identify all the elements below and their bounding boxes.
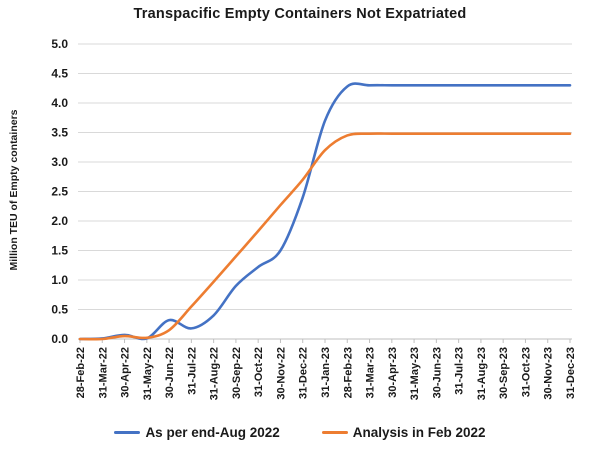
y-tick-label: 2.5 <box>51 185 68 199</box>
x-tick-label: 31-Dec-22 <box>298 347 310 399</box>
legend-swatch-blue-line <box>114 431 141 434</box>
legend: As per end-Aug 2022 Analysis in Feb 2022 <box>0 425 600 440</box>
x-tick-label: 30-Jun-22 <box>164 347 176 398</box>
y-tick-label: 2.0 <box>51 214 68 228</box>
x-tick-label: 31-Oct-22 <box>253 347 265 397</box>
legend-item-analysis-in-feb-2022: Analysis in Feb 2022 <box>321 425 486 440</box>
y-tick-label: 0.0 <box>51 332 68 346</box>
x-tick-label: 30-Nov-23 <box>543 347 555 400</box>
y-tick-label: 0.5 <box>51 303 68 317</box>
x-tick-label: 31-Aug-22 <box>209 347 221 400</box>
x-tick-label: 31-Jan-23 <box>320 347 332 398</box>
x-tick-label: 31-Mar-22 <box>97 347 109 398</box>
x-tick-label: 31-Jul-22 <box>186 347 198 395</box>
chart-title: Transpacific Empty Containers Not Expatr… <box>133 6 467 22</box>
y-tick-label: 5.0 <box>51 37 68 51</box>
x-tick-label: 31-Mar-23 <box>365 347 377 398</box>
x-tick-label: 31-May-22 <box>142 347 154 400</box>
series-line-analysis-in-feb-2022 <box>78 132 572 341</box>
x-tick-label: 31-Jul-23 <box>454 347 466 395</box>
x-tick-label: 28-Feb-22 <box>75 347 87 398</box>
y-tick-label: 4.0 <box>51 96 68 110</box>
x-tick-label: 31-May-23 <box>409 347 421 400</box>
x-tick-label: 31-Aug-23 <box>476 347 488 400</box>
x-tick-label: 28-Feb-23 <box>342 347 354 398</box>
y-tick-label: 1.0 <box>51 273 68 287</box>
y-tick-label: 4.5 <box>51 67 68 81</box>
x-tick-label: 30-Sep-22 <box>231 347 243 399</box>
x-tick-label: 31-Oct-23 <box>520 347 532 397</box>
x-tick-label: 30-Apr-22 <box>120 347 132 398</box>
y-tick-label: 3.5 <box>51 126 68 140</box>
series-line-as-per-end-aug-2022 <box>78 82 572 341</box>
legend-label: Analysis in Feb 2022 <box>352 425 486 440</box>
x-tick-label: 31-Dec-23 <box>565 347 577 399</box>
y-tick-label: 3.0 <box>51 155 68 169</box>
legend-swatch-orange-line <box>321 431 348 434</box>
x-tick-label: 30-Jun-23 <box>431 347 443 398</box>
y-tick-label: 1.5 <box>51 244 68 258</box>
x-tick-label: 30-Apr-23 <box>387 347 399 398</box>
legend-label: As per end-Aug 2022 <box>145 425 280 440</box>
legend-item-as-per-end-aug-2022: As per end-Aug 2022 <box>114 425 280 440</box>
x-tick-label: 30-Sep-23 <box>498 347 510 399</box>
x-tick-label: 30-Nov-22 <box>275 347 287 400</box>
